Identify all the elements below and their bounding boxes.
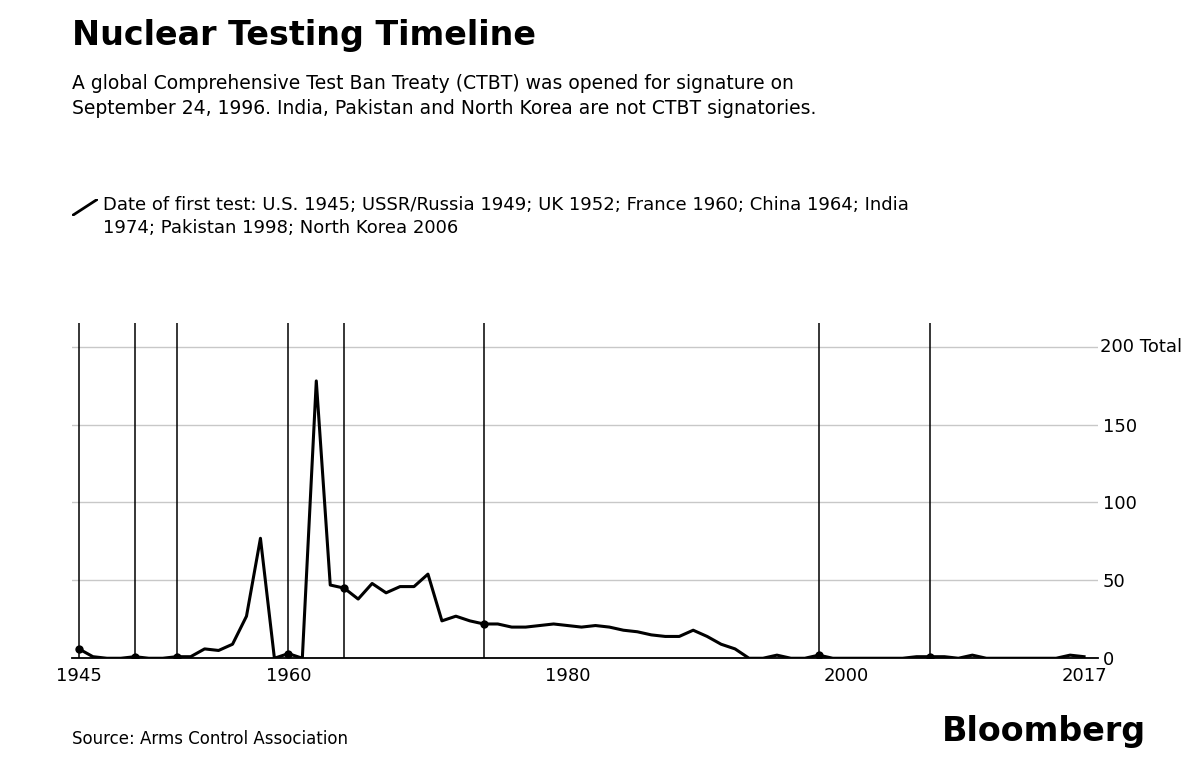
Text: A global Comprehensive Test Ban Treaty (CTBT) was opened for signature on
Septem: A global Comprehensive Test Ban Treaty (…	[72, 74, 816, 118]
Text: Source: Arms Control Association: Source: Arms Control Association	[72, 730, 348, 748]
Text: Bloomberg: Bloomberg	[942, 715, 1146, 748]
Text: Date of first test: U.S. 1945; USSR/Russia 1949; UK 1952; France 1960; China 196: Date of first test: U.S. 1945; USSR/Russ…	[103, 196, 910, 238]
Text: 200 Total: 200 Total	[1100, 337, 1182, 356]
Text: Nuclear Testing Timeline: Nuclear Testing Timeline	[72, 19, 536, 52]
